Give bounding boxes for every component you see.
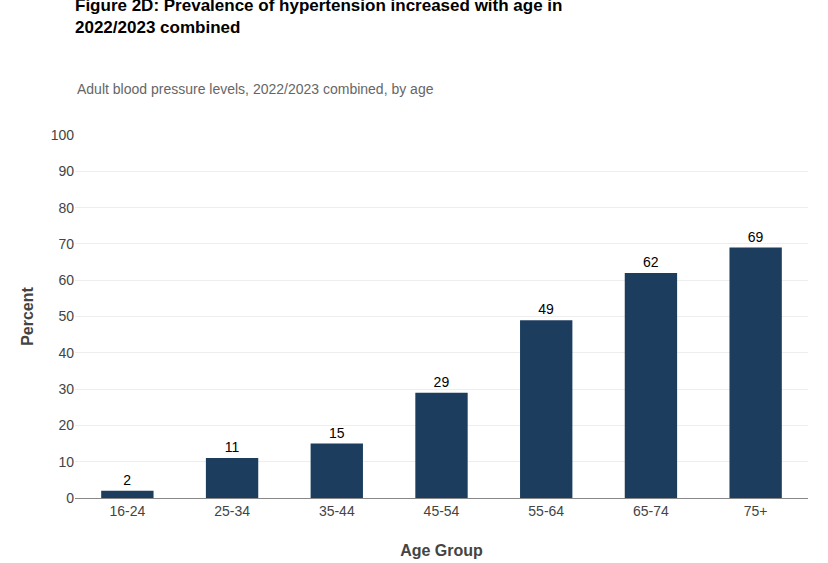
svg-text:15: 15: [329, 425, 345, 441]
svg-text:Percent: Percent: [19, 286, 36, 345]
svg-text:80: 80: [58, 200, 74, 216]
svg-text:2: 2: [123, 472, 131, 488]
svg-text:55-64: 55-64: [528, 503, 564, 519]
svg-text:40: 40: [58, 345, 74, 361]
svg-text:90: 90: [58, 163, 74, 179]
svg-text:49: 49: [538, 301, 554, 317]
svg-text:60: 60: [58, 272, 74, 288]
svg-text:70: 70: [58, 236, 74, 252]
svg-text:65-74: 65-74: [633, 503, 669, 519]
svg-text:Age Group: Age Group: [400, 542, 483, 559]
svg-text:45-54: 45-54: [424, 503, 460, 519]
svg-text:25-34: 25-34: [214, 503, 250, 519]
svg-text:Adult blood pressure levels, 2: Adult blood pressure levels, 2022/2023 c…: [77, 81, 434, 97]
svg-text:11: 11: [225, 439, 240, 455]
svg-text:75+: 75+: [744, 503, 768, 519]
svg-text:50: 50: [58, 308, 74, 324]
svg-text:35-44: 35-44: [319, 503, 355, 519]
svg-text:69: 69: [748, 229, 764, 245]
svg-text:100: 100: [51, 127, 75, 143]
svg-text:0: 0: [66, 490, 74, 506]
svg-text:16-24: 16-24: [109, 503, 145, 519]
svg-text:62: 62: [643, 254, 659, 270]
svg-text:30: 30: [58, 381, 74, 397]
svg-text:20: 20: [58, 417, 74, 433]
svg-text:10: 10: [58, 454, 74, 470]
svg-text:Figure 2D: Prevalence of hyper: Figure 2D: Prevalence of hypertension in…: [75, 0, 562, 37]
svg-text:29: 29: [434, 374, 450, 390]
